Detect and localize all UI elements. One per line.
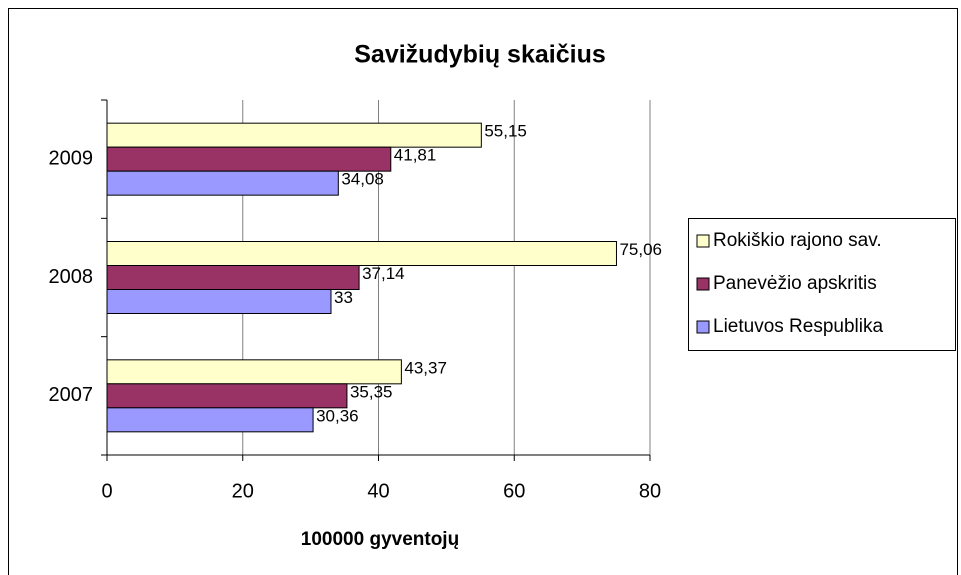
legend-swatch xyxy=(696,320,710,334)
bar xyxy=(106,170,339,196)
y-tick-label: 2009 xyxy=(49,147,94,169)
x-tick-label: 80 xyxy=(639,480,661,502)
bar xyxy=(106,407,314,433)
value-label: 30,36 xyxy=(316,406,359,425)
chart-title: Savižudybių skaičius xyxy=(354,41,606,69)
value-label: 43,37 xyxy=(404,358,447,377)
bar xyxy=(106,383,348,409)
value-label: 37,14 xyxy=(362,264,405,283)
bar xyxy=(106,241,617,266)
legend-label: Panevėžio apskritis xyxy=(713,273,877,294)
bar xyxy=(106,146,392,172)
legend-swatch xyxy=(696,277,710,291)
x-tick-label: 0 xyxy=(101,480,112,502)
bar xyxy=(106,359,402,385)
bar xyxy=(106,265,360,290)
x-tick-label: 60 xyxy=(503,480,525,502)
legend-swatch xyxy=(696,234,710,248)
value-label: 33 xyxy=(334,288,353,307)
y-tick-label: 2008 xyxy=(49,266,94,288)
x-tick-label: 40 xyxy=(367,480,389,502)
value-label: 55,15 xyxy=(484,122,527,141)
value-label: 41,81 xyxy=(394,146,437,165)
x-axis-title: 100000 gyventojų xyxy=(301,529,459,550)
chart-border xyxy=(8,8,958,575)
x-tick-label: 20 xyxy=(232,480,254,502)
legend-label: Lietuvos Respublika xyxy=(713,316,883,337)
legend-box xyxy=(688,218,956,351)
value-label: 34,08 xyxy=(341,170,384,189)
bar xyxy=(106,122,482,148)
value-label: 75,06 xyxy=(619,240,662,259)
y-tick-label: 2007 xyxy=(49,384,94,406)
legend-label: Rokiškio rajono sav. xyxy=(713,230,882,251)
value-label: 35,35 xyxy=(350,382,393,401)
bar xyxy=(106,289,332,314)
